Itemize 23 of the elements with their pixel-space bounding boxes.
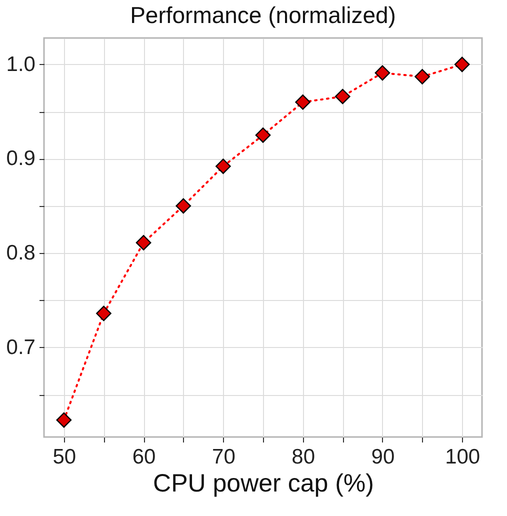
y-tick-label: 0.9 xyxy=(6,147,36,170)
y-tick-label: 1.0 xyxy=(6,52,36,76)
point xyxy=(374,65,390,81)
y-tick-label: 0.8 xyxy=(6,242,36,265)
y-tick-label: 0.7 xyxy=(6,336,36,359)
point xyxy=(136,235,152,250)
point xyxy=(334,88,350,104)
point xyxy=(216,158,231,174)
point xyxy=(176,198,192,214)
point xyxy=(96,306,112,322)
x-axis-title: CPU power cap (%) xyxy=(153,470,374,498)
x-tick-label: 100 xyxy=(445,446,480,468)
point xyxy=(295,94,310,110)
point xyxy=(56,412,72,428)
x-tick-label: 70 xyxy=(212,446,236,468)
x-tick-label: 80 xyxy=(292,446,315,468)
x-tick-label: 60 xyxy=(132,446,156,468)
x-tick-label: 90 xyxy=(371,446,395,468)
point xyxy=(414,69,430,84)
x-tick-label: 50 xyxy=(52,446,76,468)
point xyxy=(255,127,271,143)
chart-title: Performance (normalized) xyxy=(130,2,396,28)
point xyxy=(454,56,470,72)
